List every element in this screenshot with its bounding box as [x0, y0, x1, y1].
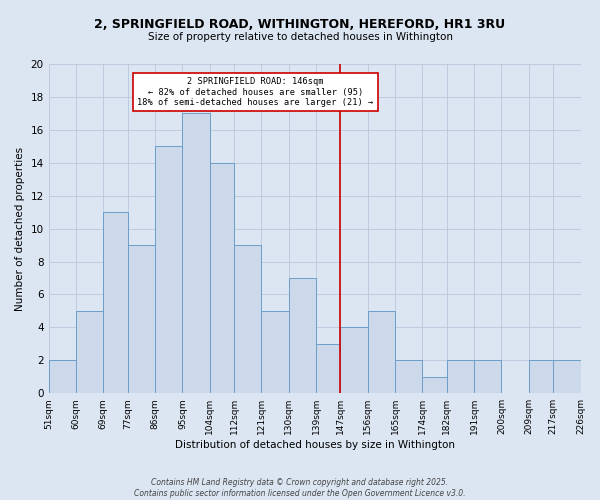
Bar: [155, 146, 182, 393]
Text: 2, SPRINGFIELD ROAD, WITHINGTON, HEREFORD, HR1 3RU: 2, SPRINGFIELD ROAD, WITHINGTON, HEREFOR…: [94, 18, 506, 30]
Text: 2 SPRINGFIELD ROAD: 146sqm
← 82% of detached houses are smaller (95)
18% of semi: 2 SPRINGFIELD ROAD: 146sqm ← 82% of deta…: [137, 77, 373, 107]
Bar: [340, 328, 368, 393]
Bar: [182, 114, 210, 393]
Bar: [262, 311, 289, 393]
Bar: [49, 360, 76, 393]
Bar: [529, 360, 553, 393]
Bar: [289, 278, 316, 393]
Y-axis label: Number of detached properties: Number of detached properties: [15, 146, 25, 310]
Bar: [474, 360, 502, 393]
Bar: [234, 245, 262, 393]
Text: Contains HM Land Registry data © Crown copyright and database right 2025.
Contai: Contains HM Land Registry data © Crown c…: [134, 478, 466, 498]
Bar: [103, 212, 128, 393]
Bar: [395, 360, 422, 393]
X-axis label: Distribution of detached houses by size in Withington: Distribution of detached houses by size …: [175, 440, 455, 450]
Bar: [447, 360, 474, 393]
Bar: [128, 245, 155, 393]
Bar: [210, 163, 234, 393]
Text: Size of property relative to detached houses in Withington: Size of property relative to detached ho…: [148, 32, 452, 42]
Bar: [316, 344, 340, 393]
Bar: [368, 311, 395, 393]
Bar: [76, 311, 103, 393]
Bar: [422, 376, 447, 393]
Bar: [553, 360, 581, 393]
